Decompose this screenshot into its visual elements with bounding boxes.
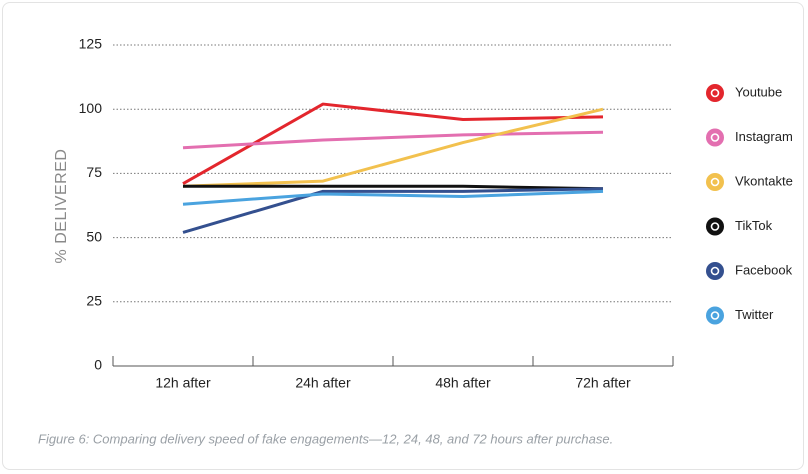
legend-icon-glyph xyxy=(710,133,720,142)
legend-icon-glyph xyxy=(710,266,720,276)
legend-icon xyxy=(706,306,724,325)
x-tick-label: 12h after xyxy=(155,375,211,391)
legend-icon-glyph xyxy=(710,88,720,98)
series-line xyxy=(182,189,604,206)
legend-icon-glyph xyxy=(710,222,720,231)
legend-label: Facebook xyxy=(735,262,793,277)
series-line xyxy=(182,107,604,188)
y-tick-label: 125 xyxy=(79,36,103,52)
y-tick-label: 100 xyxy=(79,100,103,116)
series-line xyxy=(182,187,604,234)
legend-label: Youtube xyxy=(735,84,782,99)
legend-label: Vkontakte xyxy=(735,173,793,188)
y-tick-label: 50 xyxy=(86,228,102,244)
legend-icon xyxy=(706,173,724,191)
x-tick-label: 72h after xyxy=(575,375,631,391)
y-tick-label: 75 xyxy=(86,164,102,180)
legend-icon xyxy=(706,128,724,147)
legend-icon xyxy=(706,217,724,236)
legend-label: TikTok xyxy=(735,218,773,233)
legend-label: Twitter xyxy=(735,307,774,322)
legend-icon xyxy=(706,84,724,102)
series-line xyxy=(182,130,604,150)
y-tick-label: 0 xyxy=(94,357,102,373)
legend-icon-glyph xyxy=(710,177,720,187)
y-tick-label: 25 xyxy=(86,293,102,309)
legend-label: Instagram xyxy=(735,129,793,144)
caption: Figure 6: Comparing delivery speed of fa… xyxy=(38,431,613,446)
x-tick-label: 24h after xyxy=(295,375,351,391)
series-line xyxy=(183,184,604,191)
x-tick-label: 48h after xyxy=(435,375,491,391)
legend-icon xyxy=(706,262,724,280)
y-axis-label: % DELIVERED xyxy=(53,149,70,264)
legend-icon-glyph xyxy=(710,311,720,320)
